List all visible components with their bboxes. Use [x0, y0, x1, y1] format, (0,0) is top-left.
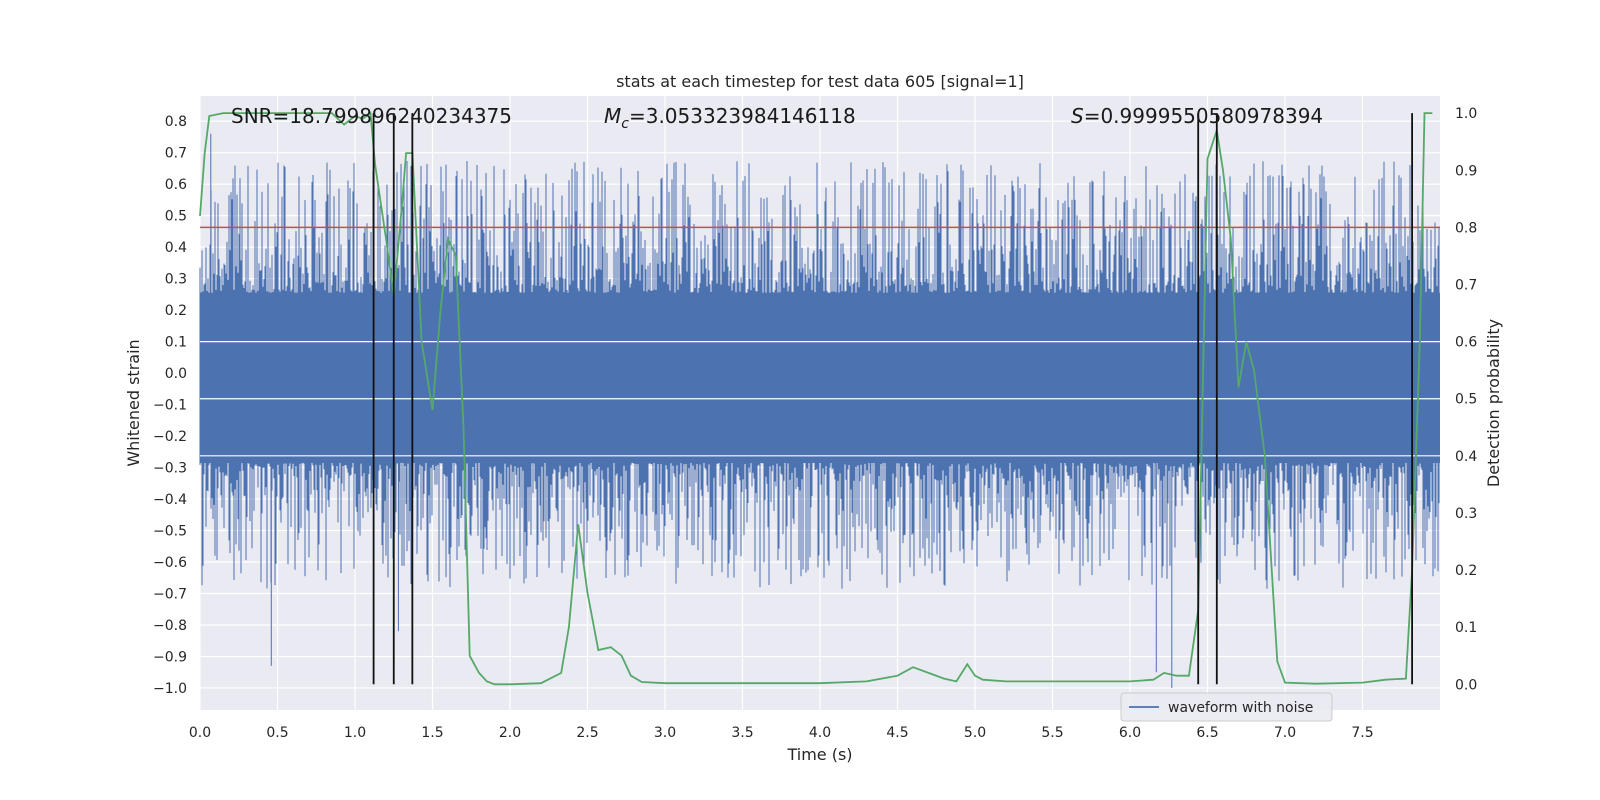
y2-tick-label: 0.1 [1455, 620, 1477, 636]
x-tick-label: 7.0 [1274, 725, 1296, 741]
y2-tick-label: 0.4 [1455, 449, 1477, 465]
y-tick-label: 0.1 [165, 335, 187, 351]
mc-annotation: Mc=3.053323984146118 [604, 104, 856, 132]
y-tick-label: −0.9 [153, 649, 187, 665]
y-tick-label: −0.1 [153, 398, 187, 414]
y2-tick-label: 0.8 [1455, 220, 1477, 236]
legend-entry: waveform with noise [1168, 700, 1313, 716]
y2-tick-label: 0.2 [1455, 563, 1477, 579]
y2-tick-label: 0.7 [1455, 277, 1477, 293]
x-tick-label: 0.5 [266, 725, 288, 741]
x-tick-labels: 0.0 0.5 1.0 1.5 2.0 2.5 3.0 3.5 4.0 4.5 5.0 5.5 6.0 6… [189, 725, 1374, 741]
y-axis-label: Whitened strain [124, 339, 143, 466]
y2-tick-label: 0.6 [1455, 335, 1477, 351]
waveform-series [199, 133, 1440, 688]
y2-tick-label: 0.5 [1455, 392, 1477, 408]
y-tick-label: 0.5 [165, 209, 187, 225]
y2-tick-label: 0.3 [1455, 506, 1477, 522]
snr-annotation: SNR=18.799896240234375 [231, 104, 512, 128]
y-tick-label: 0.7 [165, 146, 187, 162]
y-tick-label: 0.2 [165, 303, 187, 319]
y-tick-label: −1.0 [153, 681, 187, 697]
y2-axis-label: Detection probability [1484, 319, 1503, 487]
y-tick-labels: 0.8 0.7 0.6 0.5 0.4 0.3 0.2 0.1 0.0 −0.1 −0.2 −0.3 −… [153, 114, 187, 697]
x-tick-label: 3.0 [654, 725, 676, 741]
y-tick-label: 0.3 [165, 272, 187, 288]
detection-lines [372, 113, 1413, 685]
legend-box [1120, 692, 1333, 722]
y-tick-label: 0.6 [165, 177, 187, 193]
x-tick-label: 4.0 [809, 725, 831, 741]
y-tick-label: −0.2 [153, 429, 187, 445]
x-tick-label: 7.5 [1351, 725, 1373, 741]
y-tick-label: −0.3 [153, 461, 187, 477]
y-tick-label: −0.4 [153, 492, 187, 508]
x-tick-label: 0.0 [189, 725, 211, 741]
band-gridlines [200, 341, 1440, 457]
x-tick-label: 6.0 [1119, 725, 1141, 741]
x-tick-label: 2.5 [576, 725, 598, 741]
y2-tick-label: 0.0 [1455, 677, 1477, 693]
legend: waveform with noise [1120, 692, 1333, 722]
y-tick-label: −0.6 [153, 555, 187, 571]
y-tick-label: 0.4 [165, 240, 187, 256]
x-axis-label: Time (s) [786, 745, 852, 764]
probability-line [199, 111, 1433, 686]
x-tick-label: 2.0 [499, 725, 521, 741]
y-tick-label: −0.7 [153, 586, 187, 602]
y2-tick-label: 1.0 [1455, 106, 1477, 122]
x-tick-label: 1.0 [344, 725, 366, 741]
s-annotation: S=0.9999550580978394 [1071, 104, 1323, 128]
waveform-trace [199, 133, 1440, 688]
y2-tick-label: 0.9 [1455, 163, 1477, 179]
x-tick-label: 3.5 [731, 725, 753, 741]
probability-series [199, 111, 1433, 686]
y-tick-label: −0.5 [153, 524, 187, 540]
x-tick-label: 1.5 [421, 725, 443, 741]
chart-title: stats at each timestep for test data 605… [616, 72, 1024, 91]
x-tick-label: 5.5 [1041, 725, 1063, 741]
y-tick-label: 0.0 [165, 366, 187, 382]
x-tick-label: 5.0 [964, 725, 986, 741]
y-tick-label: −0.8 [153, 618, 187, 634]
y2-tick-labels: 1.0 0.9 0.8 0.7 0.6 0.5 0.4 0.3 0.2 0.1 0.0 [1455, 106, 1477, 693]
y-tick-label: 0.8 [165, 114, 187, 130]
x-tick-label: 6.5 [1196, 725, 1218, 741]
x-tick-label: 4.5 [886, 725, 908, 741]
